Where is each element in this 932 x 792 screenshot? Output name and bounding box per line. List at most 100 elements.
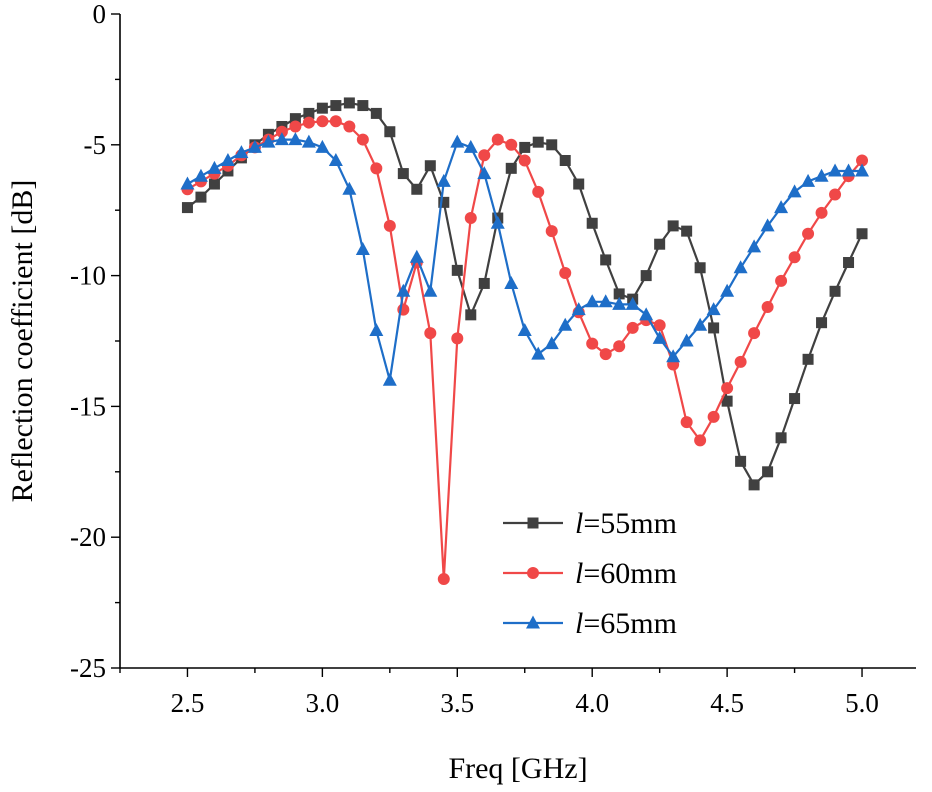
data-point [193,168,208,182]
data-point [518,154,531,167]
data-point [814,168,829,182]
data-point [478,149,491,162]
x-tick-label: 5.0 [845,688,879,718]
data-point [315,139,330,153]
x-tick-label: 4.0 [575,688,609,718]
legend-label-suffix: =60mm [583,557,677,590]
data-point [477,166,492,180]
data-point [571,302,586,316]
data-point [801,173,816,187]
data-point [775,432,787,444]
x-axis-title: Freq [GHz] [448,752,587,785]
legend-label: l=65mm [575,607,677,640]
data-point [734,355,747,368]
data-point [207,160,222,174]
data-point [532,185,545,198]
data-point [328,152,343,166]
data-point [329,115,342,128]
legend: l=55mm l=60mm l=65mm [503,507,677,640]
y-tick-label: -25 [70,653,106,683]
data-point [437,573,450,586]
data-point [545,225,558,238]
data-point [301,134,316,148]
data-point [274,132,289,146]
data-point [680,416,693,429]
data-point [816,317,828,329]
data-point [802,353,814,365]
data-point [382,372,397,386]
data-point [424,327,437,340]
data-point [288,132,303,146]
data-point [546,139,558,151]
data-point [681,225,693,237]
data-point [707,410,720,423]
data-point [383,219,396,232]
legend-swatch-marker [527,517,539,529]
y-tick-label: -10 [70,261,106,291]
data-point [558,317,573,331]
data-point [289,120,302,133]
data-point [573,178,585,190]
data-point [693,317,708,331]
data-point [356,133,369,146]
data-point [478,277,490,289]
data-point [411,183,423,195]
data-point [396,283,411,297]
data-point [517,323,532,337]
data-point [423,283,438,297]
data-point [855,163,870,177]
data-point [747,239,762,253]
data-point [369,323,384,337]
data-point [519,141,531,153]
data-point [599,348,612,361]
y-tick-label: 0 [93,0,107,29]
legend-swatch-marker [526,615,540,629]
data-point [586,337,599,350]
data-point [600,254,612,266]
legend-item: l=60mm [503,557,677,590]
series-square-0 [181,97,868,491]
data-point [208,178,220,190]
data-point [357,100,369,112]
series-line [186,138,862,382]
data-point [220,152,235,166]
data-point [761,300,774,313]
series-triangle-2 [180,132,870,386]
data-point [289,113,301,125]
data-point [355,241,370,255]
data-point [721,395,733,407]
data-point [451,264,463,276]
x-tick-label: 3.5 [440,688,474,718]
data-point [667,220,679,232]
data-point [748,479,760,491]
data-point [450,134,465,148]
legend-label-suffix: =55mm [583,507,677,540]
legend-label-prefix: l [575,557,583,590]
data-point [612,296,627,310]
data-point [666,349,681,363]
data-point [195,191,207,203]
legend-label-suffix: =65mm [583,607,677,640]
data-point [559,154,571,166]
data-point [438,196,450,208]
data-point [733,260,748,274]
data-point [760,218,775,232]
data-point [598,294,613,308]
data-point [491,133,504,146]
data-point [694,262,706,274]
data-point [465,309,477,321]
data-point [679,333,694,347]
data-point [409,249,424,263]
data-point [829,285,841,297]
data-point [721,382,734,395]
legend-label: l=60mm [575,557,677,590]
y-tick-label: -20 [70,522,106,552]
ticks: 0 -5 -10 -15 -20 -25 2.5 3.0 3.5 4.0 4.5 5.0 [70,0,879,718]
data-point [490,215,505,229]
data-point [694,434,707,447]
data-point [343,120,356,133]
data-point [180,176,195,190]
data-point [706,302,721,316]
data-point [181,202,193,214]
data-point [789,393,801,405]
